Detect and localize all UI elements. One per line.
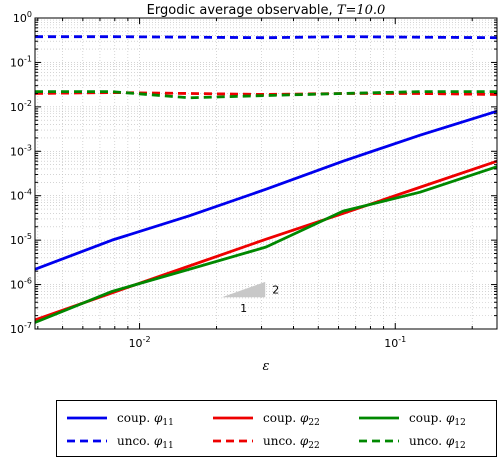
legend-label-symbol: φ xyxy=(300,434,309,448)
title-text: Ergodic average observable, xyxy=(147,3,337,18)
y-tick-label: 10-7 xyxy=(10,321,32,336)
slope-triangle-shape xyxy=(221,281,266,298)
y-tick-label: 10-4 xyxy=(10,188,32,203)
y-tick-label-base: 10 xyxy=(10,101,24,114)
series-line-2 xyxy=(34,159,498,322)
y-tick-label-exp: -4 xyxy=(24,188,32,197)
y-tick-label-base: 10 xyxy=(10,234,24,247)
legend-label-symbol: φ xyxy=(154,411,163,425)
y-tick-label-exp: -3 xyxy=(24,143,32,152)
legend-label-prefix: coup. xyxy=(409,411,446,425)
y-tick-label-exp: -6 xyxy=(24,277,32,286)
legend-label-5: unco. φ12 xyxy=(409,434,466,451)
y-tick-label-base: 10 xyxy=(10,190,24,203)
legend-label-symbol: φ xyxy=(300,411,309,425)
legend-label-sub: 11 xyxy=(162,418,173,428)
title-math: T=10.0 xyxy=(337,3,386,18)
legend-label-3: unco. φ22 xyxy=(263,434,320,451)
y-tick-label-base: 10 xyxy=(13,12,27,25)
chart: Ergodic average observable, T=10.0 12 10… xyxy=(10,3,498,374)
y-tick-label-exp: -7 xyxy=(24,321,32,330)
slope-run-label: 1 xyxy=(240,302,247,315)
x-tick-label-base: 10 xyxy=(384,337,398,350)
legend-label-sub: 22 xyxy=(308,418,319,428)
y-tick-label: 10-2 xyxy=(10,99,32,114)
legend-label-0: coup. φ11 xyxy=(117,411,174,428)
legend-label-prefix: coup. xyxy=(117,411,154,425)
series-layer xyxy=(34,35,498,324)
legend-label-sub: 12 xyxy=(454,441,465,451)
legend-label-prefix: coup. xyxy=(263,411,300,425)
series-line-0 xyxy=(34,109,498,271)
y-tick-label: 10-6 xyxy=(10,277,32,292)
x-tick-label: 10-1 xyxy=(384,335,406,350)
legend-label-sub: 12 xyxy=(454,418,465,428)
legend: coup. φ11 coup. φ22 coup. φ12 unco. φ11 unco… xyxy=(56,400,497,457)
x-tick-label-exp: -1 xyxy=(398,335,406,344)
y-tick-label-exp: -1 xyxy=(24,54,32,63)
legend-label-prefix: unco. xyxy=(117,434,154,448)
y-tick-label-base: 10 xyxy=(10,279,24,292)
x-tick-label-base: 10 xyxy=(129,337,143,350)
series-line-4 xyxy=(34,165,498,324)
y-tick-label: 10-5 xyxy=(10,232,32,247)
legend-label-symbol: φ xyxy=(446,434,455,448)
y-tick-label-base: 10 xyxy=(10,56,24,69)
slope-rise-label: 2 xyxy=(272,284,279,297)
grid xyxy=(35,17,497,330)
legend-label-2: coup. φ22 xyxy=(263,411,320,428)
y-tick-label-base: 10 xyxy=(10,145,24,158)
y-tick-label-exp: -5 xyxy=(24,232,32,241)
x-axis-label: ε xyxy=(263,359,270,374)
plot-frame xyxy=(34,17,498,330)
x-tick-label-exp: -2 xyxy=(143,335,151,344)
x-tick-label: 10-2 xyxy=(129,335,151,350)
legend-label-sub: 11 xyxy=(162,441,173,451)
chart-title: Ergodic average observable, T=10.0 xyxy=(147,3,386,18)
y-tick-label-exp: 0 xyxy=(27,10,32,19)
legend-label-sub: 22 xyxy=(308,441,319,451)
legend-label-symbol: φ xyxy=(154,434,163,448)
legend-label-1: unco. φ11 xyxy=(117,434,174,451)
y-tick-label-base: 10 xyxy=(10,323,24,336)
y-tick-label: 100 xyxy=(13,10,32,25)
legend-label-prefix: unco. xyxy=(409,434,446,448)
legend-label-symbol: φ xyxy=(446,411,455,425)
y-tick-label: 10-3 xyxy=(10,143,32,158)
series-line-1 xyxy=(35,35,498,40)
slope-triangle: 12 xyxy=(221,281,279,315)
legend-label-4: coup. φ12 xyxy=(409,411,466,428)
y-tick-label-exp: -2 xyxy=(24,99,32,108)
y-tick-label: 10-1 xyxy=(10,54,32,69)
legend-label-prefix: unco. xyxy=(263,434,300,448)
